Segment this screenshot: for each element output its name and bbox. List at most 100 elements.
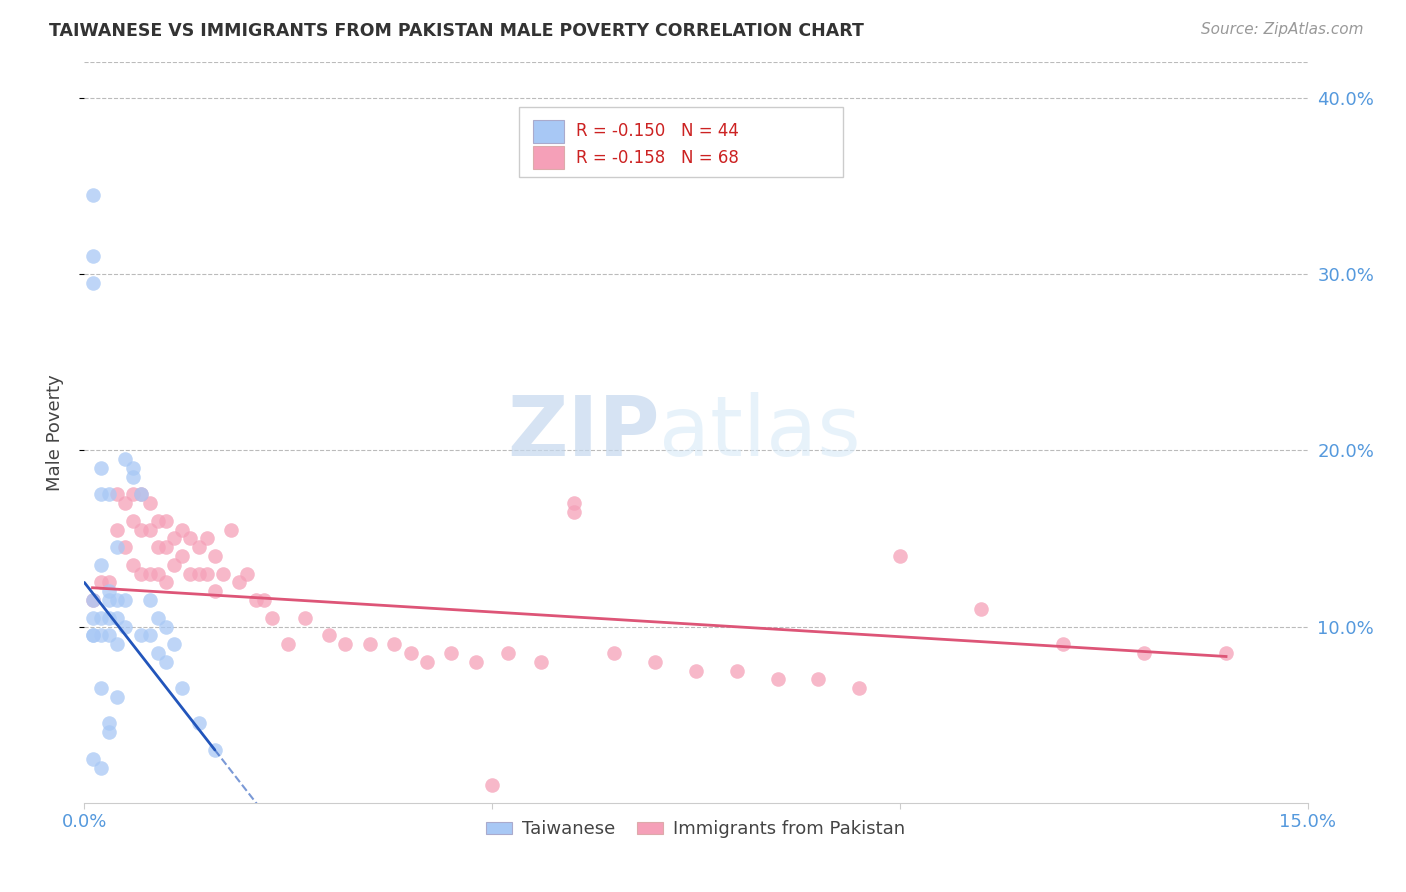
Point <box>122 558 145 572</box>
Point <box>204 743 226 757</box>
Bar <box>533 120 564 143</box>
Point <box>187 540 209 554</box>
Point <box>163 558 186 572</box>
Point <box>105 637 128 651</box>
Point <box>146 540 169 554</box>
Point <box>603 646 626 660</box>
Point <box>97 628 120 642</box>
Point <box>416 655 439 669</box>
Point <box>359 637 381 651</box>
FancyBboxPatch shape <box>519 107 842 178</box>
Point <box>131 628 153 642</box>
Point <box>163 532 186 546</box>
Point <box>277 637 299 651</box>
Point <box>146 610 169 624</box>
Point <box>122 514 145 528</box>
Point <box>464 655 486 669</box>
Point <box>195 566 218 581</box>
Point <box>318 628 340 642</box>
Point <box>114 496 136 510</box>
Point <box>187 716 209 731</box>
Point <box>82 593 104 607</box>
Point <box>82 187 104 202</box>
Point <box>90 575 112 590</box>
Point <box>97 716 120 731</box>
Text: R = -0.150   N = 44: R = -0.150 N = 44 <box>576 122 740 140</box>
Point <box>90 628 112 642</box>
Legend: Taiwanese, Immigrants from Pakistan: Taiwanese, Immigrants from Pakistan <box>479 814 912 846</box>
Point <box>204 584 226 599</box>
Point <box>399 646 422 660</box>
Point <box>481 778 503 792</box>
Point <box>725 664 748 678</box>
Point <box>440 646 463 660</box>
Point <box>1215 646 1237 660</box>
Point <box>212 566 235 581</box>
Point <box>105 593 128 607</box>
Text: atlas: atlas <box>659 392 860 473</box>
Point <box>105 690 128 704</box>
Point <box>766 673 789 687</box>
Point <box>122 461 145 475</box>
Point <box>82 752 104 766</box>
Point <box>82 628 104 642</box>
Point <box>90 487 112 501</box>
Point <box>138 566 160 581</box>
Bar <box>533 146 564 169</box>
Point <box>114 593 136 607</box>
Point <box>146 514 169 528</box>
Point <box>179 532 201 546</box>
Point <box>1052 637 1074 651</box>
Point <box>131 566 153 581</box>
Point <box>90 558 112 572</box>
Point <box>97 593 120 607</box>
Point <box>90 760 112 774</box>
Point <box>146 646 169 660</box>
Point <box>138 593 160 607</box>
Point <box>114 540 136 554</box>
Text: TAIWANESE VS IMMIGRANTS FROM PAKISTAN MALE POVERTY CORRELATION CHART: TAIWANESE VS IMMIGRANTS FROM PAKISTAN MA… <box>49 22 865 40</box>
Point <box>155 540 177 554</box>
Point <box>90 610 112 624</box>
Point <box>228 575 250 590</box>
Point <box>131 523 153 537</box>
Point <box>155 575 177 590</box>
Point <box>335 637 357 651</box>
Point <box>219 523 242 537</box>
Point <box>97 584 120 599</box>
Point <box>245 593 267 607</box>
Point <box>82 610 104 624</box>
Point <box>260 610 283 624</box>
Point <box>82 276 104 290</box>
Point <box>90 681 112 696</box>
Point <box>82 249 104 263</box>
Point <box>889 549 911 563</box>
Y-axis label: Male Poverty: Male Poverty <box>45 375 63 491</box>
Point <box>970 602 993 616</box>
Point <box>131 487 153 501</box>
Point <box>138 523 160 537</box>
Point <box>253 593 276 607</box>
Point <box>97 575 120 590</box>
Point <box>172 523 194 537</box>
Point <box>382 637 405 651</box>
Point <box>138 496 160 510</box>
Point <box>105 610 128 624</box>
Point <box>562 496 585 510</box>
Point <box>1133 646 1156 660</box>
Point <box>131 487 153 501</box>
Point <box>187 566 209 581</box>
Point <box>848 681 870 696</box>
Point <box>146 566 169 581</box>
Point <box>236 566 259 581</box>
Point <box>685 664 707 678</box>
Point <box>97 487 120 501</box>
Point <box>530 655 553 669</box>
Point <box>179 566 201 581</box>
Text: Source: ZipAtlas.com: Source: ZipAtlas.com <box>1201 22 1364 37</box>
Point <box>97 725 120 739</box>
Point <box>97 610 120 624</box>
Point <box>82 593 104 607</box>
Point <box>172 549 194 563</box>
Point <box>122 487 145 501</box>
